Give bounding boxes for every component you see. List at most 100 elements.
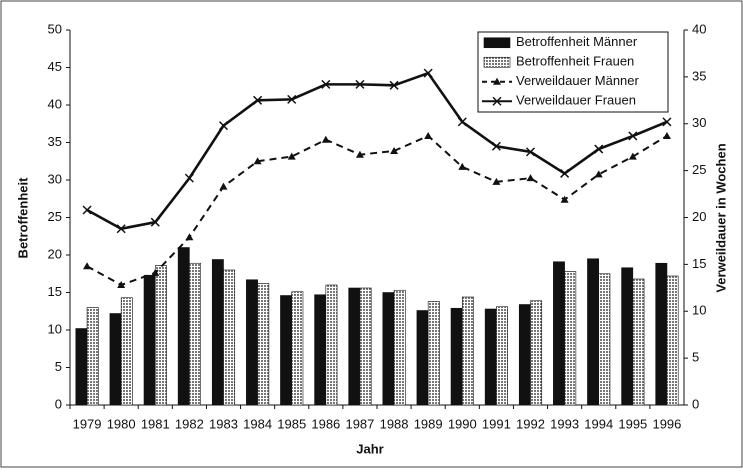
line-marker [117, 281, 126, 288]
legend-marker [492, 96, 502, 106]
line-marker [594, 144, 604, 154]
line-marker [525, 147, 536, 157]
x-tick-label: 1987 [345, 416, 374, 431]
line-marker [594, 170, 603, 178]
x-tick-label: 1979 [73, 416, 102, 431]
x-tick-label: 1982 [175, 416, 204, 431]
x-tick-label: 1994 [584, 416, 613, 431]
x-tick-label: 1985 [277, 416, 306, 431]
line-marker [150, 217, 160, 227]
bar [325, 284, 338, 406]
x-tick-label: 1981 [141, 416, 170, 431]
y-tick-label: 40 [48, 96, 62, 111]
bar [143, 274, 156, 406]
line-marker [287, 152, 296, 160]
y-tick-label: 20 [48, 246, 62, 261]
y-tick-label: 15 [48, 284, 62, 299]
legend-label: Betroffenheit Männer [516, 34, 638, 49]
x-tick-label: 1995 [618, 416, 647, 431]
x-tick-label: 1990 [448, 416, 477, 431]
y-tick-label: 5 [55, 359, 62, 374]
x-tick-label: 1980 [107, 416, 136, 431]
line-marker [83, 262, 92, 270]
line-marker [628, 152, 637, 160]
bar [450, 307, 463, 406]
y2-tick-label: 40 [692, 21, 706, 36]
y2-tick-label: 15 [692, 256, 706, 271]
bar [280, 295, 293, 406]
y2-tick-label: 10 [692, 303, 706, 318]
bar [359, 287, 372, 406]
bar [632, 278, 645, 406]
x-tick-label: 1984 [243, 416, 272, 431]
line-marker [526, 174, 535, 182]
y-tick-label: 30 [48, 171, 62, 186]
bar [553, 261, 565, 406]
y2-tick-label: 30 [692, 115, 706, 130]
bar [86, 307, 99, 406]
bar [154, 265, 167, 406]
bar [246, 279, 258, 406]
y-tick-label: 0 [55, 396, 62, 411]
y-tick-label: 25 [48, 209, 62, 224]
x-tick-label: 1991 [482, 416, 511, 431]
line [86, 71, 668, 231]
bar [393, 289, 406, 406]
line-marker [662, 131, 671, 139]
x-tick-label: 1993 [550, 416, 579, 431]
x-tick-label: 1989 [414, 416, 443, 431]
y2-tick-label: 35 [692, 68, 706, 83]
legend-label: Betroffenheit Frauen [516, 54, 634, 69]
bar [223, 269, 236, 406]
line-marker [355, 79, 365, 89]
line-marker [355, 150, 364, 158]
x-tick-label: 1986 [311, 416, 340, 431]
bar [587, 258, 600, 406]
bar [621, 267, 634, 406]
bar [416, 310, 429, 406]
y2-tick-label: 25 [692, 162, 706, 177]
bar [189, 262, 201, 406]
line-marker [82, 205, 92, 215]
x-tick-label: 1996 [652, 416, 681, 431]
legend-marker [493, 77, 501, 85]
bar [75, 328, 88, 406]
bar [257, 283, 270, 406]
x-tick-label: 1983 [209, 416, 238, 431]
y-tick-label: 50 [48, 21, 62, 36]
line-marker [492, 177, 501, 185]
y-tick-label: 10 [48, 321, 62, 336]
bar [427, 301, 440, 406]
line-marker [151, 268, 160, 276]
legend-label: Verweildauer Männer [516, 73, 640, 88]
bar [177, 247, 190, 406]
legend-swatch [483, 56, 511, 68]
line-marker [628, 131, 638, 141]
bar [211, 259, 224, 406]
line-marker [424, 131, 433, 139]
y-axis-label: Betroffenheit [15, 177, 30, 259]
bar [291, 291, 304, 406]
line-marker [184, 173, 194, 183]
x-axis-label: Jahr [356, 441, 383, 456]
line-marker [662, 117, 672, 127]
line-marker [390, 146, 399, 154]
bar [348, 287, 361, 406]
line-marker [253, 157, 262, 165]
bar [461, 296, 474, 406]
bar [598, 273, 611, 406]
line-marker [458, 162, 467, 170]
legend-label: Verweildauer Frauen [516, 93, 636, 108]
line-marker [287, 94, 297, 104]
line-marker [560, 195, 569, 203]
bar [382, 292, 395, 406]
x-tick-label: 1992 [516, 416, 545, 431]
line-marker [253, 95, 263, 105]
y-tick-label: 35 [48, 134, 62, 149]
line-marker [423, 68, 433, 78]
bar [314, 294, 327, 406]
line-marker [560, 168, 570, 178]
bar [120, 297, 133, 406]
legend-swatch [483, 37, 511, 49]
line-marker [321, 135, 330, 143]
